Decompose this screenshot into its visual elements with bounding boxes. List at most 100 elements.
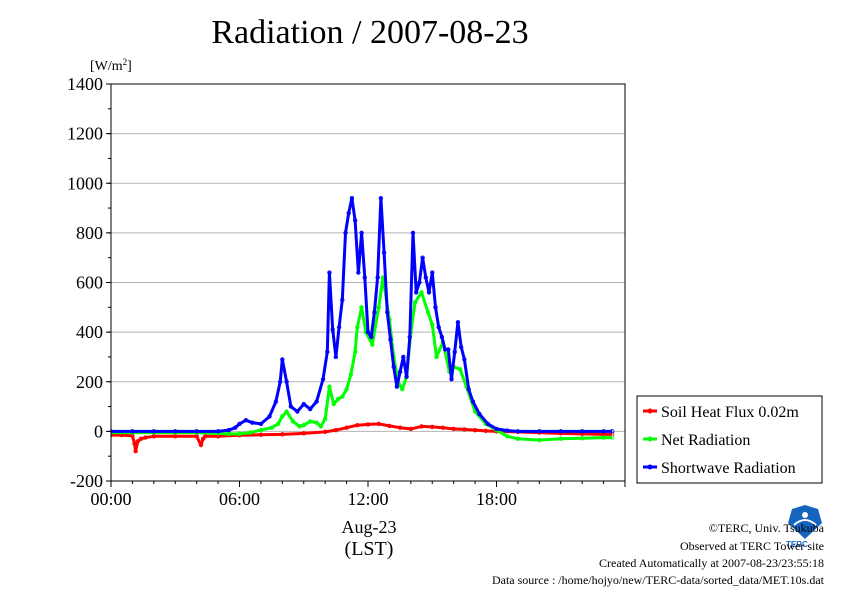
data-point	[336, 324, 342, 330]
data-point	[388, 337, 393, 342]
y-tick-label: 1400	[67, 74, 103, 94]
data-point	[288, 404, 294, 409]
data-point	[449, 377, 454, 382]
data-point	[237, 431, 242, 437]
data-point	[413, 290, 419, 295]
data-point	[330, 327, 335, 332]
data-point	[344, 425, 349, 430]
data-point	[301, 431, 306, 436]
data-point	[301, 422, 306, 428]
legend-marker	[647, 464, 653, 470]
data-point	[430, 424, 435, 430]
data-point	[420, 255, 425, 260]
chart-title: Radiation / 2007-08-23	[211, 14, 529, 51]
data-point	[280, 357, 285, 362]
data-point	[200, 436, 206, 442]
x-axis-unit-label: (LST)	[345, 538, 394, 560]
data-point	[579, 436, 585, 441]
data-point	[335, 396, 341, 402]
data-point	[515, 436, 521, 442]
data-point	[258, 432, 264, 438]
data-point	[314, 420, 319, 425]
legend-marker	[647, 408, 653, 414]
data-point	[462, 357, 467, 362]
data-point	[233, 425, 238, 430]
data-point	[173, 429, 178, 434]
data-point	[412, 300, 418, 305]
data-point	[327, 270, 332, 275]
y-axis-unit-label: [W/m2]	[90, 57, 132, 74]
data-point	[258, 427, 264, 433]
data-point	[426, 290, 432, 295]
legend-marker	[647, 436, 653, 442]
data-point	[404, 374, 409, 379]
data-point	[466, 386, 471, 392]
y-axis: -200 0 200 400 600 800 1000 1200 1400	[67, 74, 111, 491]
series-layer	[111, 195, 615, 454]
data-point	[327, 384, 332, 389]
data-point	[349, 195, 355, 201]
data-point	[307, 406, 313, 412]
data-point	[275, 421, 281, 427]
data-point	[391, 364, 396, 370]
data-point	[111, 432, 114, 438]
legend-label: Shortwave Radiation	[661, 460, 796, 477]
data-point	[470, 399, 476, 404]
data-point	[417, 280, 422, 285]
data-point	[375, 275, 380, 280]
data-point	[352, 218, 358, 223]
data-point	[284, 379, 289, 384]
data-point	[280, 414, 285, 419]
data-point	[290, 419, 296, 424]
data-point	[322, 416, 328, 422]
data-point	[194, 429, 199, 434]
data-point	[356, 270, 361, 275]
y-tick-label: 400	[76, 322, 103, 342]
grid-lines	[111, 133, 625, 432]
legend-label: Net Radiation	[661, 432, 750, 449]
data-point	[359, 230, 364, 236]
data-source-text: Data source : /home/hojyo/new/TERC-data/…	[491, 573, 824, 587]
data-point	[258, 421, 264, 427]
data-point	[198, 442, 204, 448]
data-point	[381, 250, 387, 255]
terc-logo	[788, 505, 822, 539]
data-point	[609, 429, 615, 434]
data-point	[226, 427, 231, 433]
data-point	[135, 439, 140, 444]
data-point	[410, 230, 416, 236]
data-point	[297, 424, 302, 429]
data-point	[370, 342, 375, 347]
data-point	[407, 334, 412, 340]
data-point	[151, 429, 157, 434]
x-axis-date-label: Aug-23	[342, 517, 397, 537]
data-point	[452, 349, 457, 355]
data-point	[132, 441, 137, 446]
data-point	[609, 435, 615, 440]
data-point	[601, 435, 606, 440]
data-point	[301, 401, 306, 407]
x-tick-label: 06:00	[219, 489, 260, 509]
data-point	[433, 305, 438, 310]
data-point	[369, 334, 374, 340]
data-point	[376, 305, 381, 310]
data-point	[425, 310, 431, 315]
y-tick-label: -200	[70, 471, 103, 491]
data-point	[333, 427, 339, 433]
x-tick-label: 00:00	[90, 489, 131, 509]
data-point	[284, 409, 289, 414]
data-point	[462, 427, 467, 432]
data-point	[494, 426, 499, 432]
data-point	[267, 414, 272, 419]
data-point	[318, 424, 324, 429]
series-line-0	[111, 422, 613, 453]
data-point	[400, 386, 405, 392]
data-point	[340, 394, 345, 399]
data-point	[485, 421, 491, 427]
data-point	[203, 434, 208, 439]
data-point	[419, 424, 424, 429]
data-point	[455, 320, 461, 325]
data-point	[601, 429, 606, 434]
data-point	[344, 386, 349, 392]
